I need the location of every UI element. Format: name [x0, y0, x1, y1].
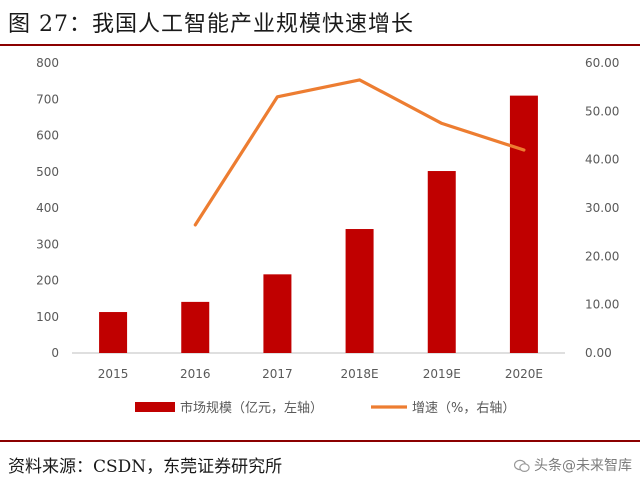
y-left-tick-label: 0: [51, 346, 59, 360]
y-left-tick-label: 300: [36, 237, 59, 251]
bar: [99, 312, 128, 353]
x-tick-label: 2020E: [505, 367, 543, 381]
bar: [181, 301, 210, 353]
x-tick-label: 2015: [98, 367, 129, 381]
title-bar: 图 27：我国人工智能产业规模快速增长: [0, 0, 640, 46]
x-tick-label: 2017: [262, 367, 293, 381]
bar: [263, 274, 292, 353]
chart-title: 图 27：我国人工智能产业规模快速增长: [8, 12, 414, 37]
y-right-tick-label: 30.00: [585, 201, 619, 215]
x-tick-label: 2018E: [341, 367, 379, 381]
bar: [345, 229, 374, 353]
y-right-tick-label: 50.00: [585, 104, 619, 118]
legend-line-label: 增速（%，右轴）: [412, 401, 515, 416]
y-right-tick-label: 0.00: [585, 346, 612, 360]
y-left-tick-label: 200: [36, 274, 59, 288]
x-tick-label: 2016: [180, 367, 211, 381]
y-left-tick-label: 100: [36, 310, 59, 324]
growth-line: [193, 78, 526, 227]
watermark: 头条@未来智库: [514, 455, 632, 475]
x-tick-label: 2019E: [423, 367, 461, 381]
y-left-tick-label: 400: [36, 201, 59, 215]
y-left-tick-label: 700: [36, 92, 59, 106]
y-right-tick-label: 40.00: [585, 153, 619, 167]
y-left-tick-label: 800: [36, 56, 59, 70]
footer-divider: [0, 440, 640, 442]
wechat-icon: [514, 459, 530, 473]
watermark-text: 头条@未来智库: [534, 458, 632, 474]
legend-bar-label: 市场规模（亿元，左轴）: [180, 400, 323, 416]
bar: [427, 171, 456, 353]
source-note: 资料来源：CSDN，东莞证券研究所: [8, 457, 283, 477]
y-right-tick-label: 10.00: [585, 298, 619, 312]
y-right-tick-label: 60.00: [585, 56, 619, 70]
y-left-tick-label: 500: [36, 165, 59, 179]
bar: [509, 95, 538, 353]
chart: 0 100 200 300 400 500 600 700 800 0.00 10.00 20.00 3…: [36, 56, 619, 416]
legend-bar-swatch: [135, 402, 175, 412]
y-right-tick-label: 20.00: [585, 249, 619, 263]
y-left-tick-label: 600: [36, 129, 59, 143]
